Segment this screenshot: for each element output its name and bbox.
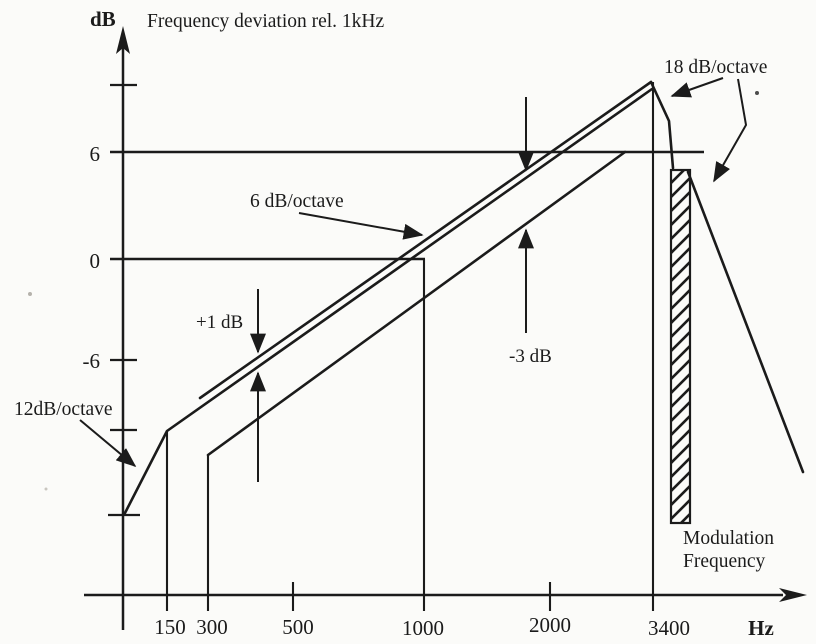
lower-limit-curve: [206, 150, 627, 457]
annotation-6db-octave: 6 dB/octave: [250, 191, 344, 212]
x-tick-label-3400: 3400: [648, 616, 690, 640]
annotation-plus-1db: +1 dB: [196, 312, 243, 333]
x-tick-label-500: 500: [282, 615, 314, 639]
upper-limit-curve: [198, 80, 653, 400]
arrow-18db-octave-rolloff: [713, 78, 748, 183]
scan-speck: [28, 292, 32, 296]
x-tick-label-2000: 2000: [529, 613, 571, 637]
y-tick-label-0: 0: [90, 249, 101, 273]
band-edge-hatched-bar: [669, 168, 692, 525]
x-axis-arrowhead-icon: [779, 588, 807, 602]
x-tick-label-1000: 1000: [402, 616, 444, 640]
arrow-12db-octave: [79, 419, 137, 468]
x-axis-unit-label: Hz: [748, 616, 774, 640]
arrow-18db-octave-peak: [670, 77, 724, 98]
peak-rolloff-segment: [649, 80, 675, 170]
arrow-6db-octave: [298, 212, 424, 240]
annotation-minus-3db: -3 dB: [509, 346, 552, 367]
scan-speck: [755, 91, 759, 95]
annotation-18db-octave: 18 dB/octave: [664, 57, 767, 78]
y-axis-unit-label: dB: [90, 7, 116, 31]
scan-speck: [44, 487, 48, 491]
y-tick-label-6: 6: [90, 142, 101, 166]
annotation-modulation: Modulation: [683, 528, 774, 549]
x-tick-label-150: 150: [154, 615, 186, 639]
annotation-12db-octave: 12dB/octave: [14, 399, 113, 420]
chart-title: Frequency deviation rel. 1kHz: [147, 11, 385, 32]
x-tick-label-300: 300: [196, 615, 228, 639]
y-axis-arrowhead-icon: [116, 26, 130, 54]
band-edge-rolloff-line: [686, 170, 805, 474]
y-tick-label-minus6: -6: [83, 349, 101, 373]
nominal-curve: [123, 87, 654, 515]
annotation-frequency: Frequency: [683, 551, 766, 572]
